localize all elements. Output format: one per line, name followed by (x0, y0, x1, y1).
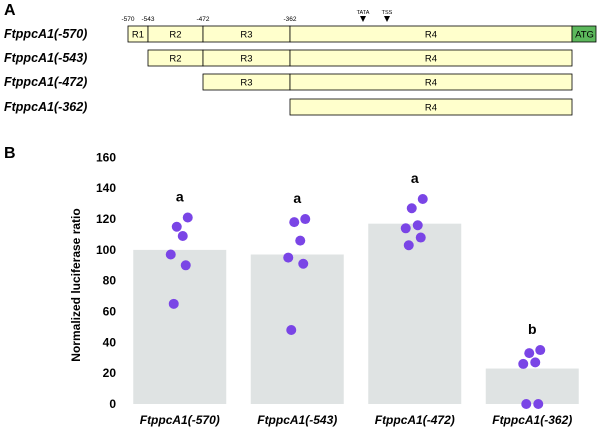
data-point (417, 194, 428, 205)
significance-letter: a (176, 189, 184, 205)
data-point (521, 399, 532, 409)
y-axis-title: Normalized luciferase ratio (69, 208, 83, 361)
data-point (518, 358, 529, 369)
promoter-region-box (289, 73, 573, 91)
construct-label: FtppcA1(-543) (4, 51, 87, 65)
data-point (182, 212, 193, 223)
promoter-region-label: R2 (169, 30, 181, 41)
y-tick-label: 120 (96, 212, 116, 226)
data-point (283, 252, 294, 263)
panel-a-letter: A (4, 2, 16, 19)
position-label: -570 (121, 16, 134, 23)
data-point (298, 258, 309, 269)
promoter-region-box (289, 98, 573, 116)
data-point (300, 214, 311, 225)
data-point (177, 231, 188, 242)
promoter-region-box (289, 49, 573, 67)
data-point (286, 325, 297, 336)
data-point (530, 357, 541, 368)
y-tick-label: 80 (103, 274, 117, 288)
y-tick-label: 60 (103, 305, 117, 319)
x-category-label: FtppcA1(-543) (257, 413, 337, 427)
data-point (415, 232, 426, 243)
promoter-region-label: R4 (425, 30, 437, 41)
position-label: -472 (196, 16, 209, 23)
data-point (524, 348, 535, 359)
significance-letter: a (293, 190, 301, 206)
x-category-label: FtppcA1(-362) (492, 413, 572, 427)
bar (485, 368, 579, 404)
marker-label: TATA (357, 10, 370, 16)
promoter-region-label: R4 (425, 54, 437, 65)
promoter-region-label: R3 (240, 78, 252, 89)
y-tick-label: 140 (96, 181, 116, 195)
panel-b-letter: B (4, 145, 16, 162)
bar (133, 249, 227, 404)
promoter-region-label: R1 (132, 30, 144, 41)
y-tick-label: 160 (96, 150, 116, 164)
promoter-region-label: R2 (169, 54, 181, 65)
atg-box (571, 25, 597, 43)
data-point (535, 345, 546, 356)
data-point (165, 249, 176, 260)
atg-label: ATG (575, 30, 594, 41)
significance-letter: b (528, 321, 537, 337)
promoter-region-label: R4 (425, 103, 437, 114)
y-tick-label: 40 (103, 335, 117, 349)
y-tick-label: 100 (96, 243, 116, 257)
promoter-region-label: R3 (240, 30, 252, 41)
data-point (180, 260, 191, 271)
data-point (295, 235, 306, 246)
y-tick-label: 20 (103, 366, 117, 380)
y-tick-label: 0 (109, 397, 116, 411)
promoter-region-label: R4 (425, 78, 437, 89)
construct-label: FtppcA1(-362) (4, 100, 87, 114)
bar (368, 223, 462, 404)
x-category-label: FtppcA1(-570) (140, 413, 220, 427)
data-point (400, 223, 411, 234)
construct-label: FtppcA1(-570) (4, 27, 87, 41)
data-point (406, 203, 417, 214)
data-point (412, 220, 423, 231)
data-point (533, 399, 544, 409)
marker-arrow (384, 16, 390, 22)
position-label: -362 (283, 16, 296, 23)
data-point (171, 221, 182, 232)
bar (250, 254, 344, 404)
data-point (168, 298, 179, 309)
marker-label: TSS (382, 10, 393, 16)
x-category-label: FtppcA1(-472) (375, 413, 455, 427)
construct-label: FtppcA1(-472) (4, 75, 87, 89)
data-point (289, 217, 300, 228)
marker-arrow (360, 16, 366, 22)
data-point (403, 240, 414, 251)
promoter-region-label: R3 (240, 54, 252, 65)
position-label: -543 (141, 16, 154, 23)
significance-letter: a (411, 170, 419, 186)
